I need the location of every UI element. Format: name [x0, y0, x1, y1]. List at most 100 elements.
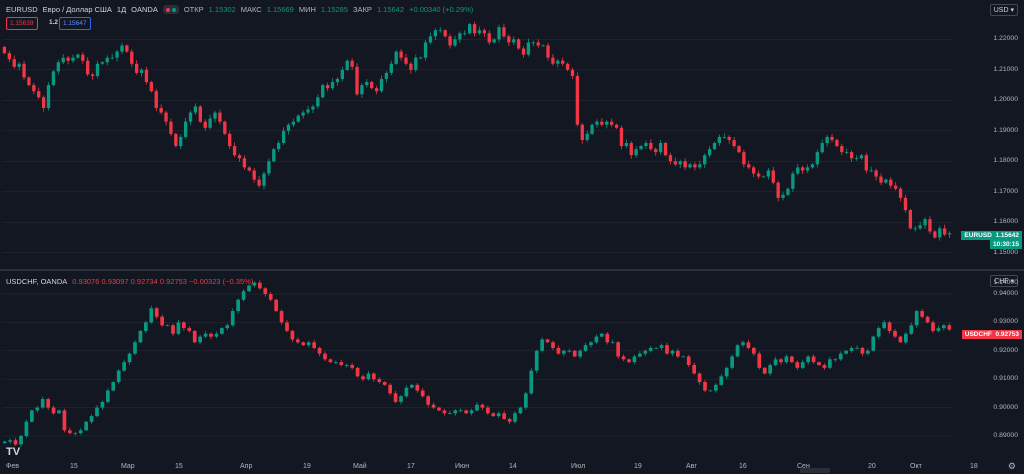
- candle-body[interactable]: [76, 54, 80, 58]
- candle-body[interactable]: [605, 333, 610, 343]
- candle-body[interactable]: [480, 404, 485, 408]
- candle-body[interactable]: [220, 328, 224, 334]
- candle-body[interactable]: [567, 350, 572, 352]
- candle-body[interactable]: [247, 167, 251, 171]
- candle-body[interactable]: [800, 362, 805, 368]
- candle-body[interactable]: [632, 356, 637, 363]
- candle-body[interactable]: [904, 333, 908, 343]
- candle-body[interactable]: [727, 136, 731, 140]
- candle-body[interactable]: [820, 143, 824, 153]
- candle-body[interactable]: [241, 291, 246, 300]
- candle-body[interactable]: [572, 350, 577, 357]
- candle-body[interactable]: [154, 91, 158, 108]
- candle-body[interactable]: [580, 124, 584, 140]
- candle-body[interactable]: [610, 342, 615, 344]
- candle-body[interactable]: [830, 136, 834, 140]
- candle-body[interactable]: [409, 63, 413, 70]
- candle-body[interactable]: [678, 161, 682, 165]
- candle-body[interactable]: [339, 362, 344, 365]
- candle-body[interactable]: [556, 60, 560, 64]
- candle-body[interactable]: [786, 188, 790, 195]
- candle-body[interactable]: [817, 362, 821, 365]
- candle-body[interactable]: [464, 410, 468, 414]
- candle-body[interactable]: [95, 63, 100, 76]
- candle-body[interactable]: [913, 228, 917, 230]
- candle-body[interactable]: [372, 373, 376, 380]
- candle-body[interactable]: [486, 407, 490, 414]
- candle-body[interactable]: [448, 413, 452, 415]
- candle-body[interactable]: [502, 413, 506, 419]
- candle-body[interactable]: [752, 347, 756, 354]
- candle-body[interactable]: [51, 71, 56, 86]
- candle-body[interactable]: [756, 173, 761, 177]
- candle-body[interactable]: [482, 30, 487, 34]
- symbol-name[interactable]: USDCHF, OANDA: [6, 277, 68, 286]
- symbol-name[interactable]: EURUSD: [6, 5, 38, 14]
- candle-body[interactable]: [115, 51, 119, 58]
- candle-body[interactable]: [120, 45, 124, 52]
- candle-body[interactable]: [321, 85, 325, 98]
- candle-body[interactable]: [676, 350, 680, 357]
- candle-body[interactable]: [845, 152, 849, 153]
- candle-body[interactable]: [663, 143, 668, 156]
- candle-body[interactable]: [855, 347, 859, 349]
- candle-body[interactable]: [384, 72, 389, 80]
- candle-body[interactable]: [30, 410, 34, 422]
- candle-body[interactable]: [414, 57, 418, 70]
- eurusd-pane[interactable]: [0, 0, 1024, 270]
- candle-body[interactable]: [27, 77, 31, 86]
- candle-body[interactable]: [340, 69, 344, 80]
- candle-body[interactable]: [583, 345, 588, 351]
- candle-body[interactable]: [629, 143, 633, 156]
- candle-body[interactable]: [616, 342, 620, 357]
- candle-body[interactable]: [252, 170, 256, 180]
- candle-body[interactable]: [822, 365, 827, 368]
- candle-body[interactable]: [46, 399, 50, 408]
- candle-body[interactable]: [12, 59, 16, 67]
- candle-body[interactable]: [923, 219, 927, 226]
- candle-body[interactable]: [703, 155, 707, 165]
- candle-body[interactable]: [174, 133, 178, 147]
- candle-body[interactable]: [218, 112, 222, 122]
- candle-body[interactable]: [849, 152, 854, 159]
- candle-body[interactable]: [312, 342, 316, 348]
- candle-body[interactable]: [62, 410, 67, 431]
- candle-body[interactable]: [534, 350, 539, 371]
- candle-body[interactable]: [165, 325, 170, 327]
- candle-body[interactable]: [925, 316, 930, 323]
- candle-body[interactable]: [697, 373, 702, 383]
- candle-body[interactable]: [487, 33, 491, 43]
- candle-body[interactable]: [589, 342, 593, 346]
- candle-body[interactable]: [551, 57, 555, 64]
- candle-body[interactable]: [453, 410, 458, 414]
- candle-body[interactable]: [838, 353, 843, 360]
- candle-body[interactable]: [437, 407, 441, 411]
- candle-body[interactable]: [811, 356, 816, 363]
- candle-body[interactable]: [61, 57, 65, 63]
- candle-body[interactable]: [469, 410, 474, 414]
- candle-body[interactable]: [477, 30, 482, 34]
- candle-body[interactable]: [610, 121, 614, 125]
- candle-body[interactable]: [643, 350, 648, 354]
- candle-body[interactable]: [125, 45, 129, 52]
- candle-body[interactable]: [301, 112, 305, 116]
- candle-body[interactable]: [938, 228, 942, 238]
- candle-body[interactable]: [521, 48, 526, 55]
- usdchf-chart[interactable]: [0, 271, 1024, 455]
- candle-body[interactable]: [928, 219, 932, 232]
- candle-body[interactable]: [106, 390, 110, 402]
- candle-body[interactable]: [272, 149, 276, 162]
- candle-body[interactable]: [122, 362, 126, 371]
- candle-body[interactable]: [565, 63, 570, 70]
- candle-body[interactable]: [614, 124, 619, 128]
- candle-body[interactable]: [438, 30, 442, 32]
- candle-body[interactable]: [828, 359, 832, 368]
- candle-body[interactable]: [32, 85, 36, 92]
- candle-body[interactable]: [502, 27, 506, 37]
- candle-body[interactable]: [889, 179, 893, 186]
- candle-body[interactable]: [512, 39, 516, 43]
- candle-body[interactable]: [693, 164, 697, 168]
- candle-body[interactable]: [931, 322, 935, 331]
- candle-body[interactable]: [730, 356, 734, 368]
- candle-body[interactable]: [225, 325, 230, 329]
